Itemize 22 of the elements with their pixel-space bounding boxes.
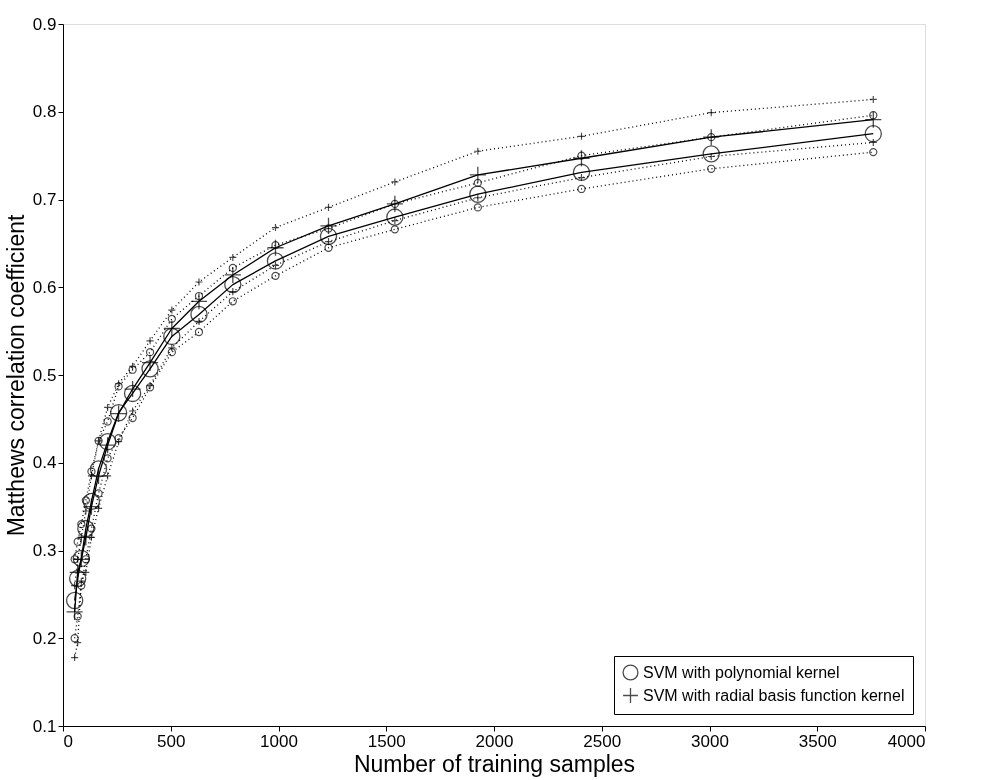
y-tick-label: 0.3 (32, 541, 57, 560)
x-tick-label: 0 (63, 731, 73, 751)
y-tick-label: 0.1 (32, 716, 57, 736)
y-tick-label: 0.7 (32, 190, 57, 209)
y-tick-label: 0.4 (32, 453, 57, 473)
y-tick-label: 0.9 (32, 14, 57, 34)
y-tick-label: 0.8 (32, 102, 57, 122)
y-tick-label: 0.5 (32, 365, 57, 385)
y-tick-label: 0.6 (32, 277, 57, 297)
x-tick-label: 1500 (367, 731, 406, 751)
x-tick-label: 500 (157, 731, 186, 751)
x-tick-label: 1000 (260, 731, 298, 751)
x-tick-label: 2000 (475, 731, 514, 751)
x-tick-label: 3000 (691, 731, 729, 751)
x-tick-label: 2500 (583, 731, 622, 751)
y-axis-title: Matthews correlation coefficient (2, 214, 29, 537)
x-tick-label: 3500 (798, 731, 837, 751)
legend-label: SVM with radial basis function kernel (643, 686, 905, 704)
y-tick-label: 0.2 (32, 628, 57, 648)
x-axis-title: Number of training samples (353, 750, 636, 777)
legend-label: SVM with polynomial kernel (643, 663, 840, 681)
x-tick-label: 4000 (887, 731, 926, 751)
